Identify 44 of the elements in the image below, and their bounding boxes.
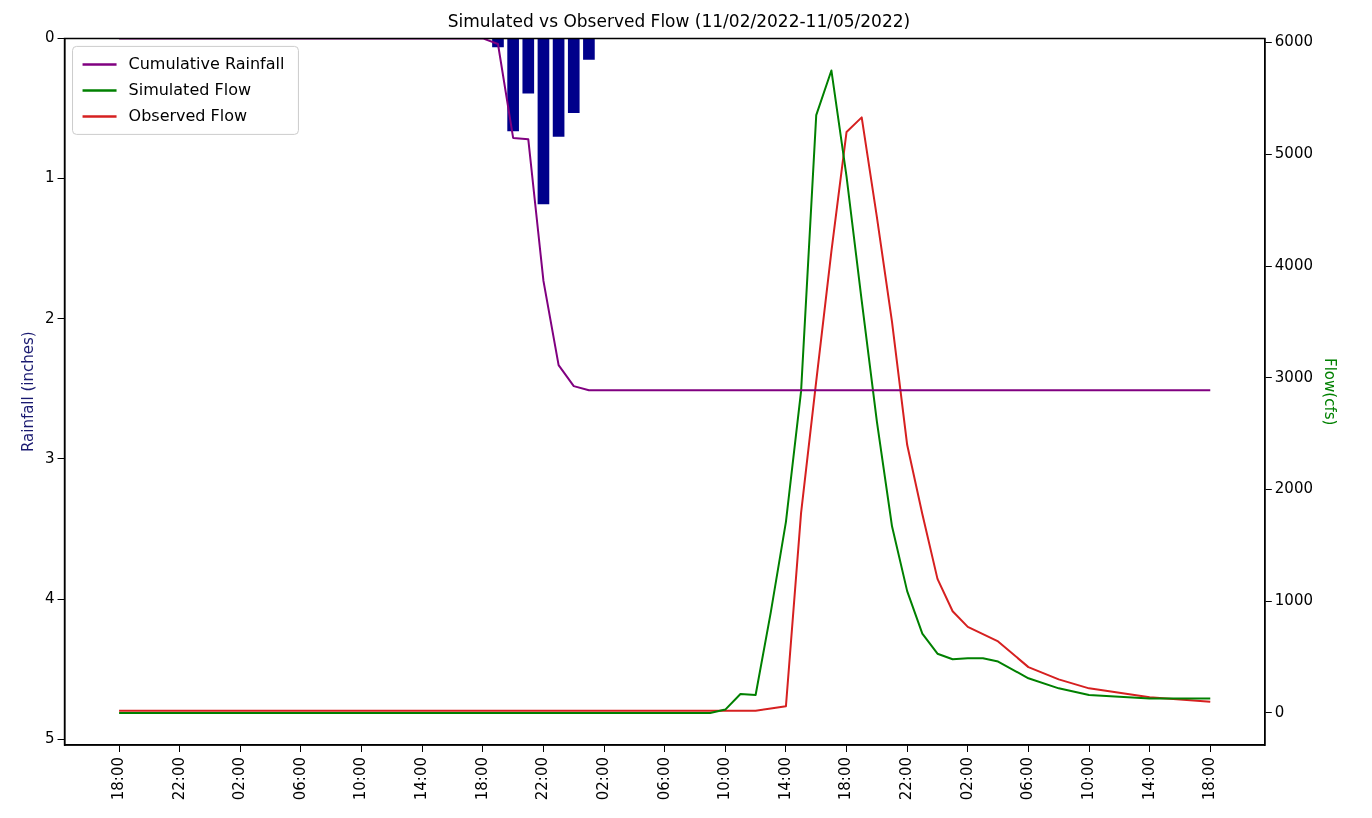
x-tick-label: 14:00: [1139, 757, 1158, 801]
bar: [583, 38, 595, 60]
x-tick-label: 10:00: [715, 757, 734, 801]
x-tick-label: 06:00: [290, 757, 309, 801]
x-tick-label: 22:00: [533, 757, 552, 801]
y-tick-label: 0: [45, 28, 55, 47]
y-tick-label: 5: [45, 729, 55, 748]
legend-label: Simulated Flow: [128, 79, 252, 99]
y2-tick-label: 1000: [1274, 591, 1314, 610]
x-tick-label: 02:00: [593, 757, 612, 801]
chart-title: Simulated vs Observed Flow (11/02/2022-11/05/2022): [447, 10, 911, 31]
bar: [507, 38, 519, 132]
y-tick-label: 4: [45, 589, 55, 608]
y-tick-label: 2: [45, 308, 55, 327]
x-tick-label: 18:00: [108, 757, 127, 801]
bar: [567, 38, 580, 114]
y2-tick-label: 3000: [1274, 367, 1314, 386]
y2-tick-label: 4000: [1274, 255, 1314, 274]
y-axis-title: Rainfall (inches): [18, 331, 37, 453]
y2-tick-label: 5000: [1274, 144, 1314, 163]
y2-axis-title: Flow(cfs): [1321, 358, 1340, 426]
y-tick-label: 3: [45, 448, 55, 467]
x-tick-label: 18:00: [836, 757, 855, 801]
x-tick-label: 22:00: [169, 757, 188, 801]
bar: [537, 38, 550, 205]
y-tick-label: 1: [45, 168, 55, 187]
x-tick-label: 18:00: [1200, 757, 1219, 801]
y2-tick-label: 0: [1274, 702, 1285, 721]
x-tick-label: 02:00: [230, 757, 249, 801]
x-tick-label: 14:00: [775, 757, 794, 801]
x-tick-label: 18:00: [472, 757, 491, 801]
legend-label: Observed Flow: [128, 105, 248, 125]
x-tick-label: 10:00: [351, 757, 370, 801]
legend-label: Cumulative Rainfall: [128, 53, 285, 73]
x-tick-label: 14:00: [412, 757, 431, 801]
x-tick-label: 02:00: [957, 757, 976, 801]
y2-tick-label: 6000: [1274, 32, 1314, 51]
y2-tick-label: 2000: [1274, 479, 1314, 498]
bar: [552, 38, 565, 137]
x-tick-label: 06:00: [1018, 757, 1037, 801]
x-tick-label: 10:00: [1078, 757, 1097, 801]
x-tick-label: 06:00: [654, 757, 673, 801]
bar: [522, 38, 535, 94]
x-tick-label: 22:00: [897, 757, 916, 801]
